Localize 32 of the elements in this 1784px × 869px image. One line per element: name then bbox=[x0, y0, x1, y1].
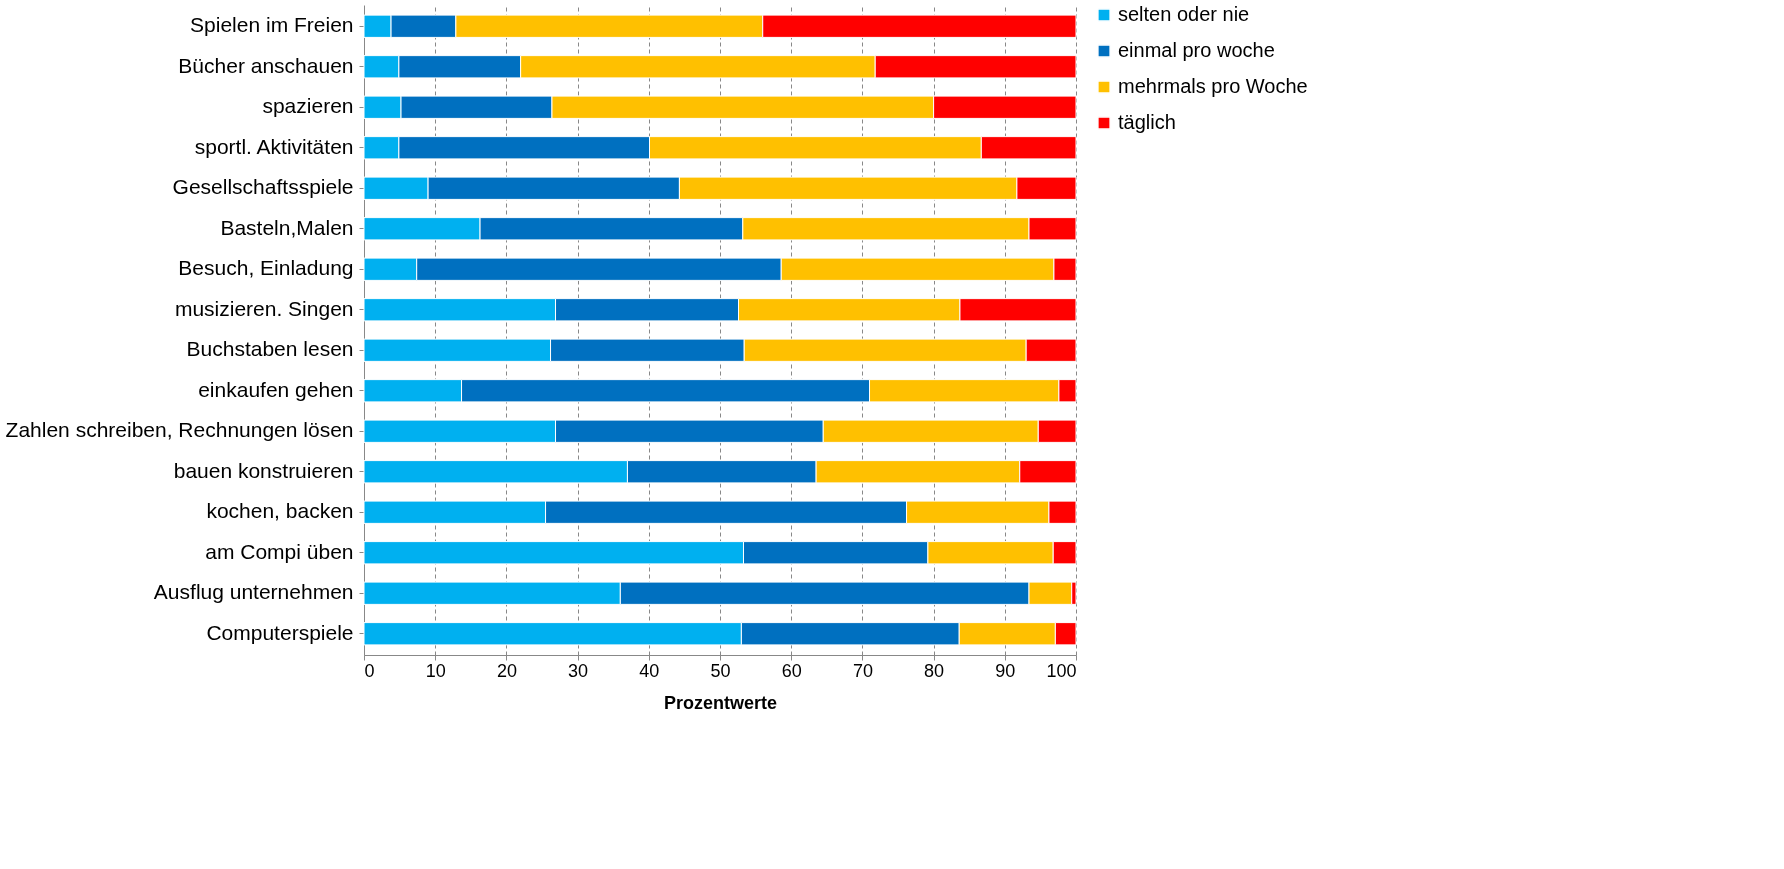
y-tick-label: Computerspiele bbox=[206, 620, 354, 644]
x-tick-label: 40 bbox=[639, 660, 660, 681]
x-axis-title: Prozentwerte bbox=[663, 692, 778, 713]
x-tick-label: 50 bbox=[710, 660, 731, 681]
y-tick-label: einkaufen gehen bbox=[198, 377, 354, 401]
y-tick-label: kochen, backen bbox=[206, 499, 354, 523]
y-tick-label: Gesellschaftsspiele bbox=[172, 175, 354, 199]
y-tick-label: Zahlen schreiben, Rechnungen lösen bbox=[5, 418, 354, 442]
y-tick-label: musizieren. Singen bbox=[174, 296, 354, 320]
y-tick-label: spazieren bbox=[262, 94, 354, 118]
y-tick-label: Besuch, Einladung bbox=[178, 256, 354, 280]
legend-label: selten oder nie bbox=[1118, 3, 1250, 25]
y-tick-label: bauen konstruieren bbox=[173, 458, 354, 482]
y-tick-label: Bücher anschauen bbox=[178, 53, 354, 77]
y-tick-label: Spielen im Freien bbox=[190, 13, 354, 37]
legend-label: täglich bbox=[1118, 111, 1176, 133]
x-tick-label: 90 bbox=[995, 660, 1016, 681]
x-tick-label: 60 bbox=[781, 660, 802, 681]
legend-label: mehrmals pro Woche bbox=[1118, 75, 1308, 97]
y-tick-label: Buchstaben lesen bbox=[186, 337, 354, 361]
x-tick-label: 30 bbox=[568, 660, 589, 681]
x-tick-label: 0 bbox=[364, 660, 375, 681]
y-tick-label: Ausflug unternehmen bbox=[153, 580, 354, 604]
y-tick-label: am Compi üben bbox=[205, 539, 354, 563]
x-tick-label: 100 bbox=[1046, 660, 1077, 681]
y-tick-label: Basteln,Malen bbox=[220, 215, 354, 239]
y-tick-label: sportl. Aktivitäten bbox=[194, 134, 354, 158]
x-tick-label: 80 bbox=[924, 660, 945, 681]
legend-label: einmal pro woche bbox=[1118, 39, 1275, 61]
x-tick-label: 10 bbox=[425, 660, 446, 681]
x-tick-label: 20 bbox=[496, 660, 517, 681]
x-tick-label: 70 bbox=[852, 660, 873, 681]
